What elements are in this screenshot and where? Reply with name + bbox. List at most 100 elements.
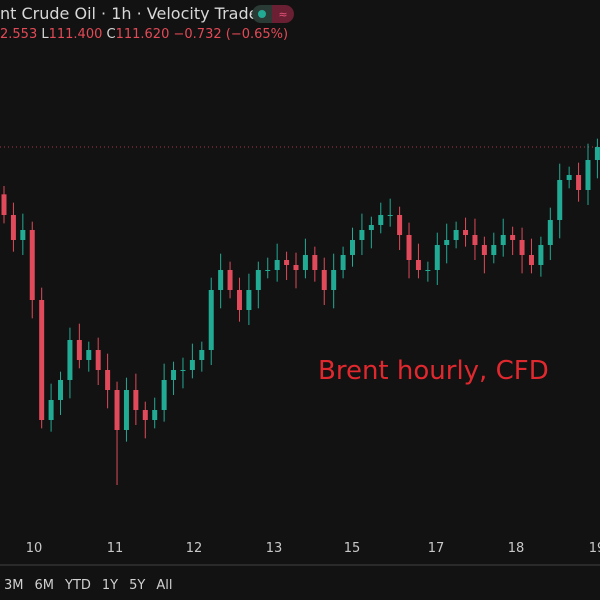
- candle: [397, 206, 403, 250]
- candle-body: [463, 230, 469, 235]
- candle-body: [415, 260, 421, 270]
- candle: [472, 218, 478, 260]
- candle: [199, 341, 205, 372]
- candle: [481, 236, 487, 274]
- candle: [434, 232, 440, 285]
- candle-body: [208, 290, 214, 350]
- candle-body: [133, 390, 139, 410]
- candle: [566, 166, 572, 189]
- candle-body: [425, 270, 431, 271]
- candle: [576, 162, 582, 202]
- candle: [557, 163, 563, 239]
- candle: [350, 227, 356, 267]
- candle: [227, 261, 233, 299]
- candle-body: [321, 270, 327, 290]
- candle: [20, 213, 26, 255]
- status-badges[interactable]: ≈: [252, 5, 294, 23]
- candle: [444, 223, 450, 264]
- candle: [331, 253, 337, 309]
- candle-body: [500, 235, 506, 245]
- candle-body: [236, 290, 242, 310]
- range-ytd-button[interactable]: YTD: [65, 578, 91, 593]
- candle: [10, 202, 16, 252]
- candle-body: [519, 240, 525, 255]
- low-label: L: [41, 27, 49, 42]
- time-axis[interactable]: 10 11 12 13 15 17 18 19: [0, 530, 600, 566]
- candle-body: [152, 410, 158, 420]
- candle-body: [472, 235, 478, 245]
- candle-body: [557, 180, 563, 220]
- candle-body: [481, 245, 487, 255]
- range-selector: 3M 6M YTD 1Y 5Y All: [4, 578, 172, 593]
- range-5y-button[interactable]: 5Y: [129, 578, 146, 593]
- candle: [500, 218, 506, 257]
- candle: [368, 216, 374, 249]
- candle: [86, 341, 92, 372]
- change-value: −0.732 (−0.65%): [173, 27, 289, 42]
- close-value: 111.620: [115, 27, 170, 42]
- x-tick-label: 17: [427, 541, 445, 556]
- candle-body: [142, 410, 148, 420]
- candle-body: [284, 260, 290, 265]
- candle: [114, 381, 120, 485]
- candle-body: [67, 340, 73, 380]
- candle: [76, 323, 82, 369]
- candle: [1, 186, 7, 224]
- candle: [180, 357, 186, 389]
- candle: [274, 243, 280, 282]
- candle-body: [302, 255, 308, 270]
- candle: [491, 232, 497, 264]
- candle-body: [491, 245, 497, 255]
- x-tick-label: 11: [106, 541, 124, 556]
- candle-body: [20, 230, 26, 240]
- candle: [340, 246, 346, 279]
- candle: [387, 198, 393, 227]
- candle-body: [312, 255, 318, 270]
- candle-body: [566, 175, 572, 180]
- candle: [142, 401, 148, 439]
- candle: [39, 287, 45, 429]
- candle: [293, 252, 299, 289]
- x-tick-label: 18: [507, 541, 525, 556]
- candle-body: [350, 240, 356, 255]
- candle: [133, 373, 139, 425]
- candle-body: [510, 235, 516, 240]
- range-1y-button[interactable]: 1Y: [101, 578, 119, 593]
- close-label: C: [106, 27, 116, 42]
- candle: [67, 327, 73, 399]
- candle: [312, 246, 318, 282]
- candle: [528, 238, 534, 274]
- candle: [29, 221, 35, 319]
- chart-annotation: Brent hourly, CFD: [318, 356, 549, 386]
- market-open-dot-icon[interactable]: [252, 5, 272, 23]
- candle-body: [29, 230, 35, 300]
- candle: [585, 143, 591, 205]
- candle-body: [10, 215, 16, 240]
- symbol-title[interactable]: nt Crude Oil · 1h · Velocity Trade: [0, 4, 259, 23]
- replay-wave-icon[interactable]: ≈: [272, 5, 294, 23]
- candle: [453, 221, 459, 249]
- ohlc-legend: 2.553 L111.400 C111.620 −0.732 (−0.65%): [0, 27, 288, 42]
- candle-body: [58, 380, 64, 400]
- candle-body: [246, 290, 252, 310]
- candle: [510, 226, 516, 255]
- candle: [321, 257, 327, 305]
- candle-body: [368, 225, 374, 230]
- candle: [265, 257, 271, 279]
- candlestick-chart[interactable]: [0, 0, 600, 530]
- low-value: 111.400: [48, 27, 103, 42]
- candle-body: [547, 220, 553, 245]
- candle: [594, 138, 600, 179]
- candle-body: [585, 160, 591, 190]
- candle-body: [76, 340, 82, 360]
- range-all-button[interactable]: All: [156, 578, 173, 593]
- candle-body: [538, 245, 544, 265]
- range-3m-button[interactable]: 3M: [4, 578, 24, 593]
- candle-body: [444, 240, 450, 245]
- candle-body: [255, 270, 261, 290]
- candle-body: [86, 350, 92, 360]
- candle-body: [114, 390, 120, 430]
- candle: [547, 207, 553, 260]
- range-6m-button[interactable]: 6M: [34, 578, 55, 593]
- candle-body: [171, 370, 177, 380]
